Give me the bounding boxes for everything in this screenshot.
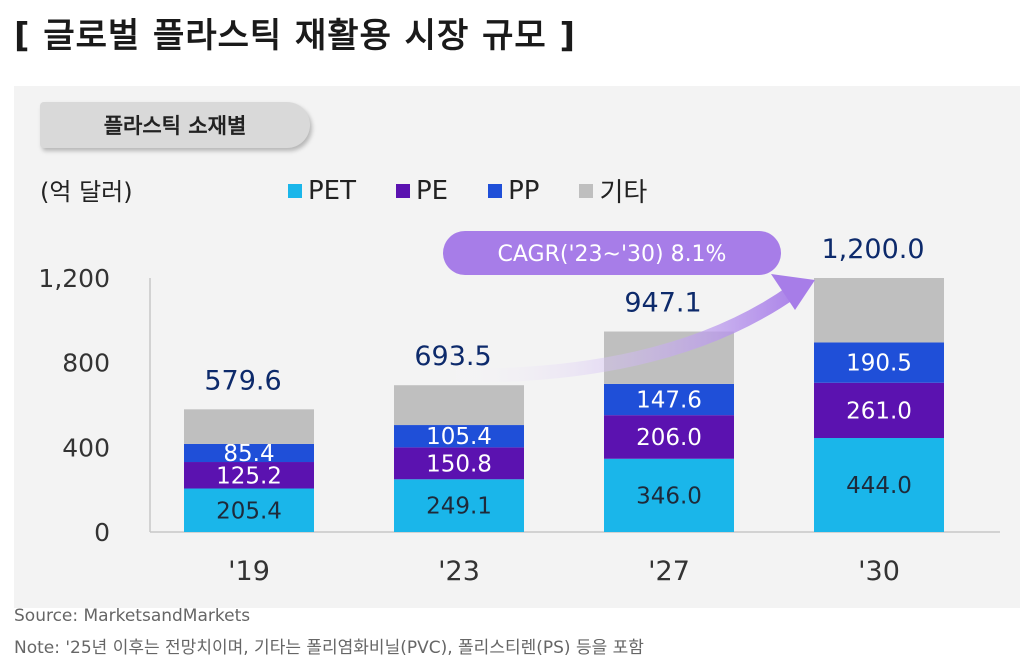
cagr-pill: [443, 231, 781, 275]
chart-subtitle: 플라스틱 소재별: [40, 102, 310, 148]
total-label: 947.1: [624, 288, 701, 319]
x-tick-label: '27: [648, 556, 690, 587]
legend-swatch-pet: [288, 183, 302, 198]
unit-label: (억 달러): [40, 178, 133, 206]
bar-segment-pet: [394, 479, 524, 532]
legend-swatch-other: [579, 183, 594, 198]
bar-segment-pp: [394, 425, 524, 448]
segment-label-pp: 105.4: [426, 424, 492, 450]
y-tick-label: 0: [94, 518, 110, 547]
x-tick-label: '30: [858, 556, 900, 587]
y-tick-label: 400: [62, 433, 110, 462]
bar-segment-pet: [814, 438, 944, 532]
legend-label-other: 기타: [599, 178, 648, 208]
legend-item-pp: PP: [488, 172, 539, 209]
legend-item-pet: PET: [288, 172, 356, 209]
page-title: [ 글로벌 플라스틱 재활용 시장 규모 ]: [14, 16, 577, 56]
segment-label-pet: 249.1: [426, 494, 492, 520]
bar-segment-other: [814, 278, 944, 343]
bar-segment-pe: [394, 447, 524, 480]
bar-segment-pe: [604, 415, 734, 459]
legend-item-pe: PE: [396, 172, 448, 209]
segment-label-pe: 261.0: [846, 398, 912, 424]
bar-segment-pp: [814, 342, 944, 383]
y-tick-label: 800: [62, 349, 110, 378]
legend-label-pet: PET: [308, 175, 356, 206]
source-note: Source: MarketsandMarkets: [14, 606, 251, 626]
segment-label-pp: 190.5: [846, 351, 912, 377]
cagr-label: CAGR('23~'30) 8.1%: [498, 242, 727, 267]
x-tick-label: '19: [228, 556, 270, 587]
legend-label-pp: PP: [508, 175, 540, 206]
segment-label-pe: 206.0: [636, 425, 702, 451]
segment-label-pe: 125.2: [216, 463, 282, 489]
cagr-arrow-head: [771, 274, 815, 310]
bar-segment-pet: [604, 458, 734, 532]
segment-label-pet: 444.0: [846, 473, 912, 499]
segment-label-pp: 147.6: [636, 388, 702, 414]
footnote: Note: '25년 이후는 전망치이며, 기타는 폴리염화비닐(PVC), 폴…: [14, 638, 644, 658]
segment-label-pp: 85.4: [223, 441, 274, 467]
bar-segment-other: [394, 385, 524, 426]
cagr-arrow-shaft: [433, 283, 802, 383]
x-tick-label: '23: [438, 556, 480, 587]
bar-segment-pet: [184, 488, 314, 532]
legend-swatch-pp: [488, 183, 503, 198]
legend-label-pe: PE: [416, 175, 449, 206]
legend-swatch-pe: [396, 183, 410, 198]
legend-item-other: 기타: [579, 172, 647, 209]
segment-label-pet: 205.4: [216, 498, 282, 524]
bar-segment-pp: [604, 383, 734, 416]
bar-segment-pp: [184, 443, 314, 463]
bar-segment-pe: [814, 382, 944, 439]
segment-label-pet: 346.0: [636, 483, 702, 509]
segment-label-pe: 150.8: [426, 451, 492, 477]
total-label: 693.5: [414, 341, 491, 372]
bar-segment-other: [184, 409, 314, 444]
total-label: 1,200.0: [821, 234, 924, 265]
total-label: 579.6: [204, 365, 281, 396]
bar-segment-pe: [184, 462, 314, 489]
chart-legend: PET PE PP 기타: [288, 172, 647, 209]
y-tick-label: 1,200: [38, 264, 110, 293]
